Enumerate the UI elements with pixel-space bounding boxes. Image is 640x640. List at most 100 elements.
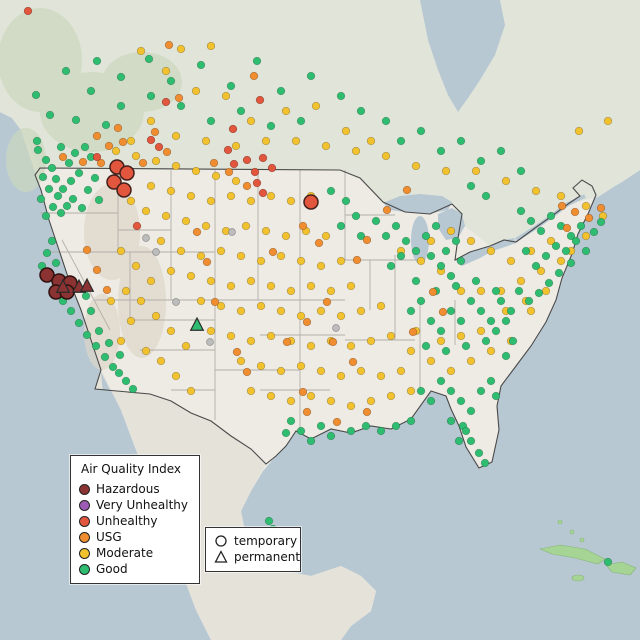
- station-marker-good[interactable]: [381, 116, 391, 126]
- station-marker-good[interactable]: [466, 436, 476, 446]
- station-marker-good[interactable]: [524, 296, 534, 306]
- station-marker-good[interactable]: [100, 352, 110, 362]
- station-marker-good[interactable]: [406, 416, 416, 426]
- station-marker-usg[interactable]: [210, 297, 220, 307]
- station-marker-good[interactable]: [296, 116, 306, 126]
- station-marker-unhealthy[interactable]: [154, 142, 164, 152]
- station-marker-moderate[interactable]: [116, 246, 126, 256]
- station-marker-good[interactable]: [146, 91, 156, 101]
- station-marker-moderate[interactable]: [376, 371, 386, 381]
- station-marker-moderate[interactable]: [151, 156, 161, 166]
- station-marker-gray[interactable]: [228, 228, 236, 236]
- station-marker-usg[interactable]: [362, 235, 372, 245]
- station-marker-moderate[interactable]: [121, 286, 131, 296]
- station-marker-good[interactable]: [32, 136, 42, 146]
- station-marker-moderate[interactable]: [151, 311, 161, 321]
- station-marker-good[interactable]: [431, 221, 441, 231]
- station-marker-good[interactable]: [426, 316, 436, 326]
- station-marker-moderate[interactable]: [501, 176, 511, 186]
- station-marker-good[interactable]: [501, 316, 511, 326]
- station-marker-good[interactable]: [77, 203, 87, 213]
- station-marker-moderate[interactable]: [106, 296, 116, 306]
- station-marker-usg[interactable]: [174, 93, 184, 103]
- station-marker-good[interactable]: [306, 71, 316, 81]
- station-marker-good[interactable]: [436, 326, 446, 336]
- station-marker-moderate[interactable]: [111, 146, 121, 156]
- station-marker-moderate[interactable]: [171, 131, 181, 141]
- station-marker-usg[interactable]: [314, 238, 324, 248]
- station-marker-good[interactable]: [411, 276, 421, 286]
- station-marker-good[interactable]: [561, 246, 571, 256]
- station-marker-unhealthy[interactable]: [92, 152, 102, 162]
- station-marker-good[interactable]: [47, 163, 57, 173]
- station-marker-good[interactable]: [90, 173, 100, 183]
- station-marker-good[interactable]: [461, 426, 471, 436]
- station-marker-good[interactable]: [91, 341, 101, 351]
- station-marker-moderate[interactable]: [246, 116, 256, 126]
- station-marker-moderate[interactable]: [256, 256, 266, 266]
- station-marker-good[interactable]: [371, 216, 381, 226]
- station-marker-usg[interactable]: [438, 307, 448, 317]
- station-marker-usg[interactable]: [118, 137, 128, 147]
- station-marker-moderate[interactable]: [456, 331, 466, 341]
- station-marker-good[interactable]: [306, 436, 316, 446]
- station-marker-moderate[interactable]: [141, 206, 151, 216]
- station-marker-usg[interactable]: [162, 147, 172, 157]
- station-marker-moderate[interactable]: [261, 226, 271, 236]
- station-marker-moderate[interactable]: [181, 216, 191, 226]
- station-marker-good[interactable]: [506, 306, 516, 316]
- station-marker-moderate[interactable]: [416, 256, 426, 266]
- station-marker-good[interactable]: [456, 256, 466, 266]
- station-marker-moderate[interactable]: [531, 186, 541, 196]
- station-marker-usg[interactable]: [302, 317, 312, 327]
- station-marker-good[interactable]: [596, 217, 606, 227]
- station-marker-good[interactable]: [351, 211, 361, 221]
- station-marker-usg[interactable]: [92, 265, 102, 275]
- station-marker-triangles[interactable]: [189, 316, 205, 331]
- station-marker-moderate[interactable]: [336, 311, 346, 321]
- station-marker-good[interactable]: [101, 120, 111, 130]
- station-marker-moderate[interactable]: [436, 336, 446, 346]
- station-marker-moderate[interactable]: [456, 286, 466, 296]
- station-marker-good[interactable]: [476, 306, 486, 316]
- station-marker-moderate[interactable]: [276, 251, 286, 261]
- station-marker-good[interactable]: [461, 341, 471, 351]
- station-marker-moderate[interactable]: [536, 266, 546, 276]
- station-marker-moderate[interactable]: [306, 281, 316, 291]
- station-marker-good[interactable]: [82, 330, 92, 340]
- station-marker-moderate[interactable]: [406, 346, 416, 356]
- station-marker-good[interactable]: [521, 246, 531, 256]
- station-marker-good[interactable]: [426, 396, 436, 406]
- station-marker-usg[interactable]: [150, 127, 160, 137]
- station-marker-usg[interactable]: [104, 141, 114, 151]
- station-marker-good[interactable]: [68, 194, 78, 204]
- station-marker-moderate[interactable]: [246, 386, 256, 396]
- station-marker-good[interactable]: [44, 184, 54, 194]
- station-marker-good[interactable]: [546, 211, 556, 221]
- station-marker-moderate[interactable]: [221, 91, 231, 101]
- station-marker-unhealthy[interactable]: [161, 97, 171, 107]
- station-marker-unhealthy[interactable]: [23, 6, 33, 16]
- station-marker-moderate[interactable]: [341, 126, 351, 136]
- station-marker-moderate[interactable]: [306, 391, 316, 401]
- station-marker-moderate[interactable]: [191, 166, 201, 176]
- station-marker-gray[interactable]: [152, 248, 160, 256]
- station-marker-good[interactable]: [466, 296, 476, 306]
- station-marker-moderate[interactable]: [296, 256, 306, 266]
- station-marker-moderate[interactable]: [136, 296, 146, 306]
- station-marker-good[interactable]: [166, 76, 176, 86]
- station-marker-good[interactable]: [38, 172, 48, 182]
- station-marker-triangles[interactable]: [79, 277, 95, 292]
- station-marker-good[interactable]: [476, 156, 486, 166]
- station-marker-good[interactable]: [544, 278, 554, 288]
- station-marker-moderate[interactable]: [376, 301, 386, 311]
- station-marker-good[interactable]: [446, 306, 456, 316]
- station-marker-moderate[interactable]: [466, 356, 476, 366]
- station-marker-good[interactable]: [121, 376, 131, 386]
- station-marker-moderate[interactable]: [181, 341, 191, 351]
- station-marker-good[interactable]: [264, 516, 274, 526]
- station-marker-moderate[interactable]: [226, 281, 236, 291]
- station-marker-good[interactable]: [206, 116, 216, 126]
- station-marker-good[interactable]: [401, 236, 411, 246]
- station-marker-moderate[interactable]: [171, 371, 181, 381]
